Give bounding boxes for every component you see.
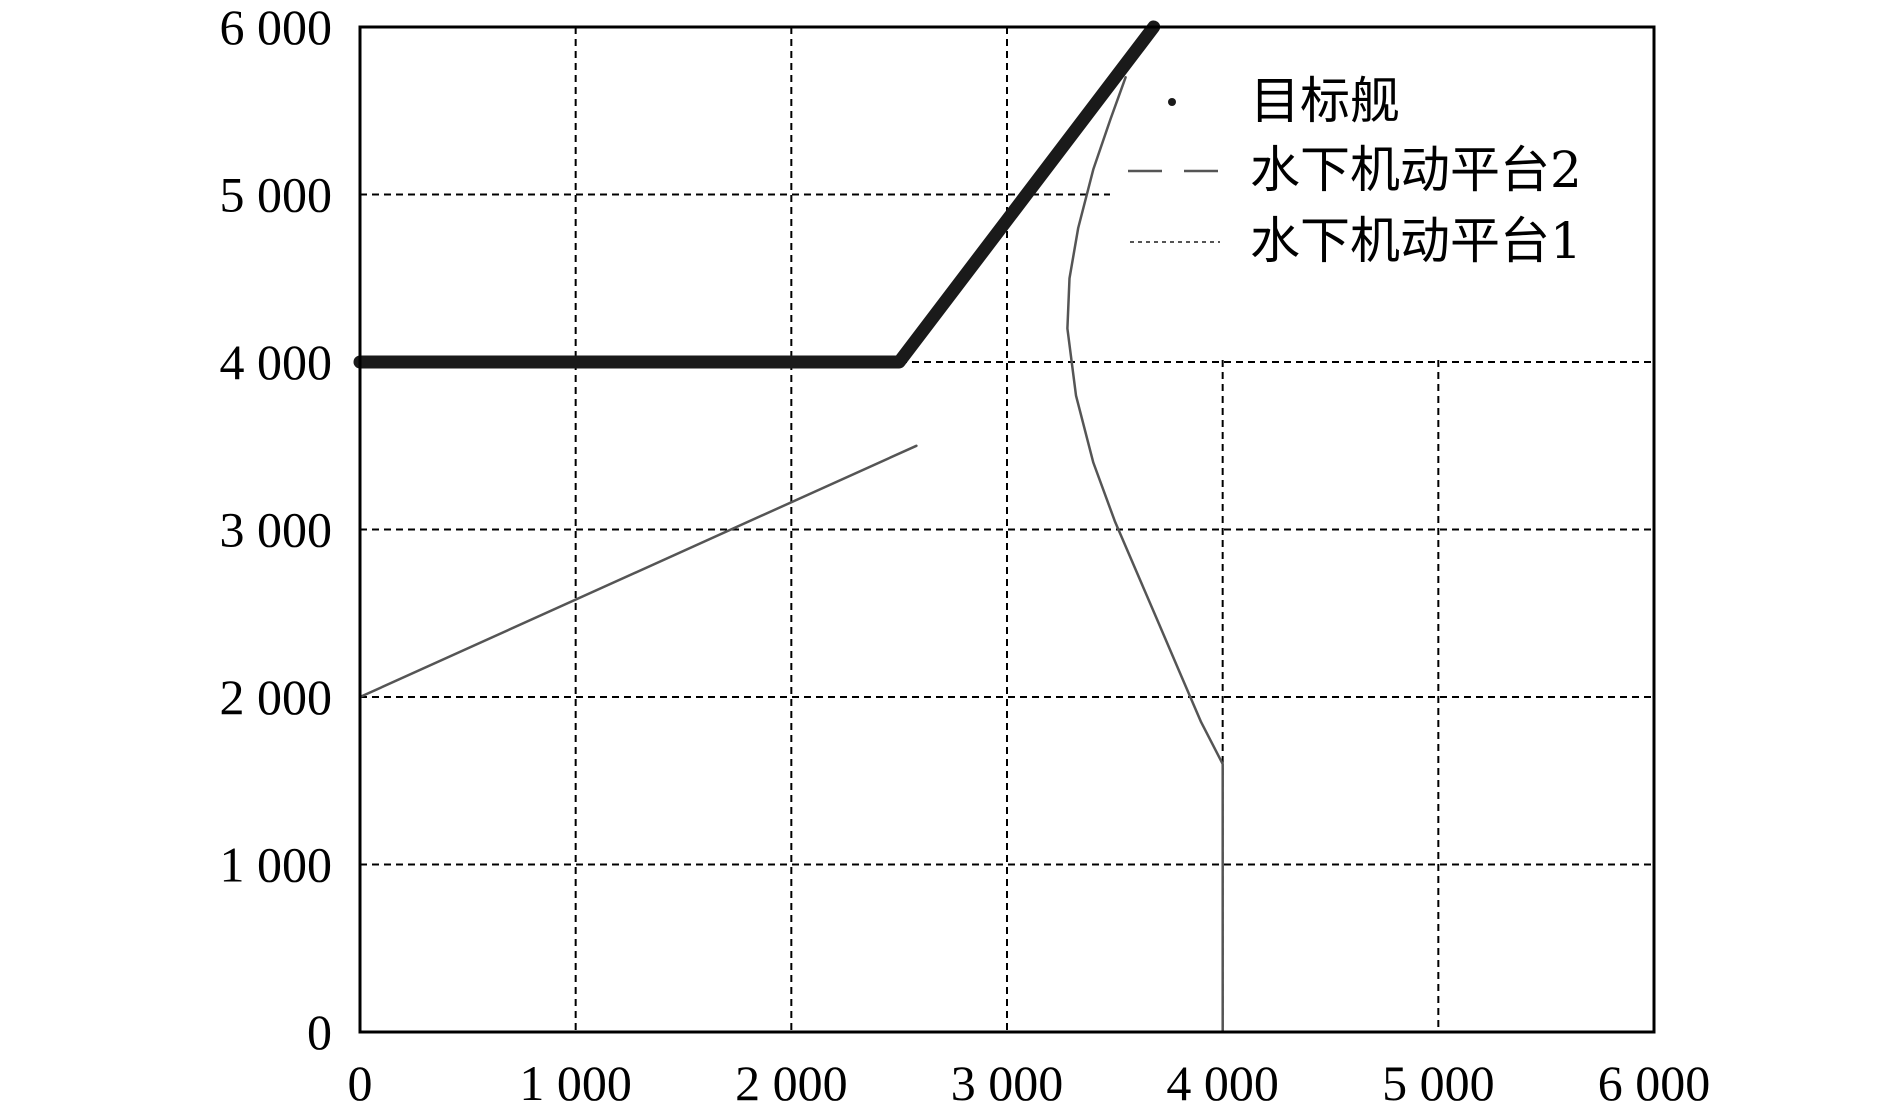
- tick-labels: 0 1 000 2 000 3 000 4 000 5 000 6 000 0 1 000 2 0…: [220, 0, 1711, 1103]
- series-lines: [353, 20, 1224, 1034]
- x-tick-label-4: 4 000: [1166, 1055, 1279, 1103]
- legend-label-0: 目标舰: [1250, 72, 1400, 130]
- legend-label-2: 水下机动平台1: [1250, 212, 1582, 270]
- legend-label-1: 水下机动平台2: [1250, 141, 1582, 199]
- y-tick-label-0: 0: [307, 1004, 332, 1060]
- x-tick-label-1: 1 000: [519, 1055, 632, 1103]
- x-tick-label-2: 2 000: [735, 1055, 848, 1103]
- legend-marker-0: [1168, 98, 1176, 106]
- y-tick-label-2: 2 000: [220, 669, 333, 725]
- series-line-1: [1066, 76, 1224, 1034]
- grid-lines: [360, 27, 1654, 1032]
- x-tick-label-3: 3 000: [951, 1055, 1064, 1103]
- plot-frame: [358, 25, 1656, 1034]
- x-tick-label-5: 5 000: [1382, 1055, 1495, 1103]
- y-tick-label-6: 6 000: [220, 0, 333, 55]
- y-tick-label-4: 4 000: [220, 334, 333, 390]
- y-tick-label-3: 3 000: [220, 502, 333, 558]
- x-tick-label-0: 0: [348, 1055, 373, 1103]
- y-tick-label-5: 5 000: [220, 167, 333, 223]
- series-line-0: [353, 20, 1161, 369]
- x-tick-label-6: 6 000: [1598, 1055, 1711, 1103]
- series-line-2: [358, 444, 918, 699]
- y-tick-label-1: 1 000: [220, 837, 333, 893]
